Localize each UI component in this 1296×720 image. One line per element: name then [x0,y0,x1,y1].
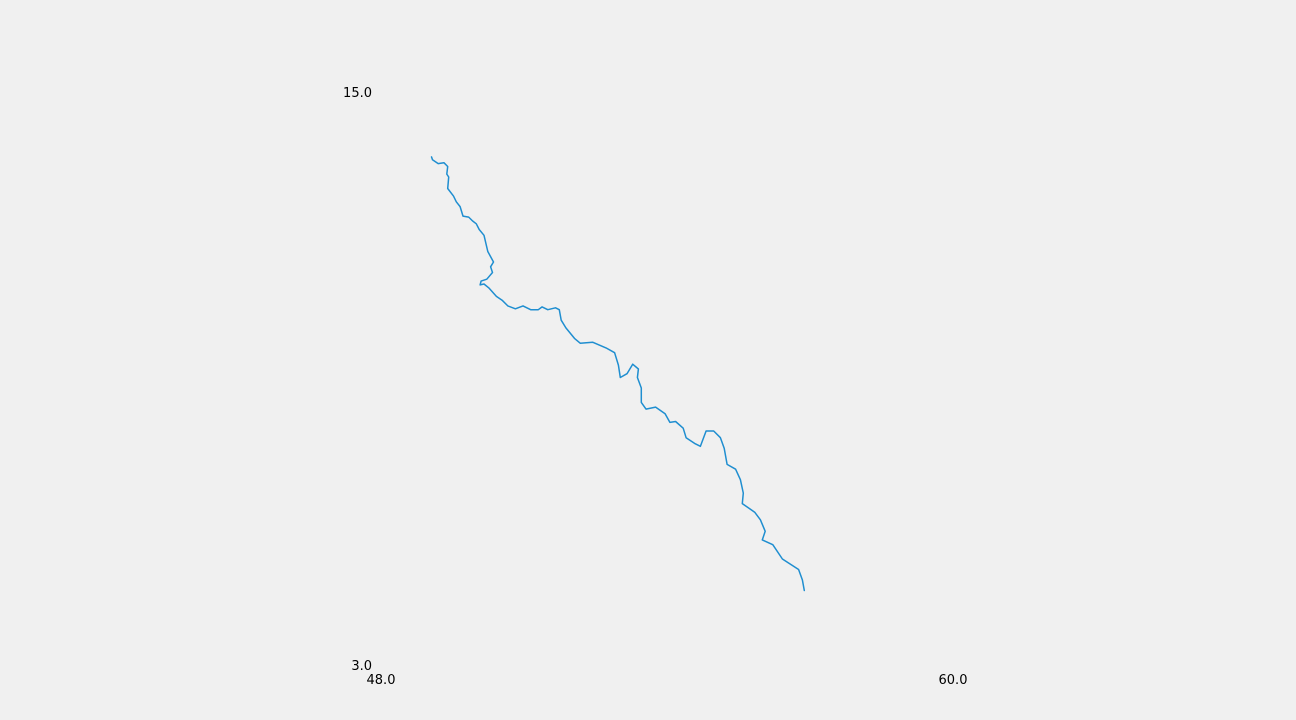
data-line [430,156,806,592]
x-tick-label-min: 48.0 [367,673,396,688]
plot-area [430,156,806,592]
tick-labels: 15.0 3.0 48.0 60.0 [343,86,967,688]
y-tick-label-max: 15.0 [343,86,372,101]
x-tick-label-max: 60.0 [939,673,968,688]
y-tick-label-min: 3.0 [351,659,372,674]
